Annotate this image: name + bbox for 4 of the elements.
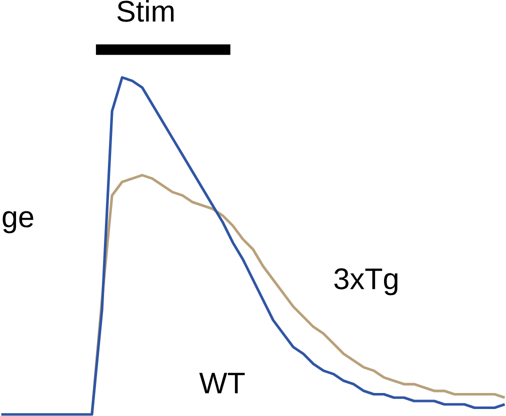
annotation: ge bbox=[2, 211, 34, 234]
series-label: WT bbox=[199, 372, 245, 394]
series-label: 3xTg bbox=[334, 268, 398, 296]
text: Stim bbox=[117, 0, 174, 22]
